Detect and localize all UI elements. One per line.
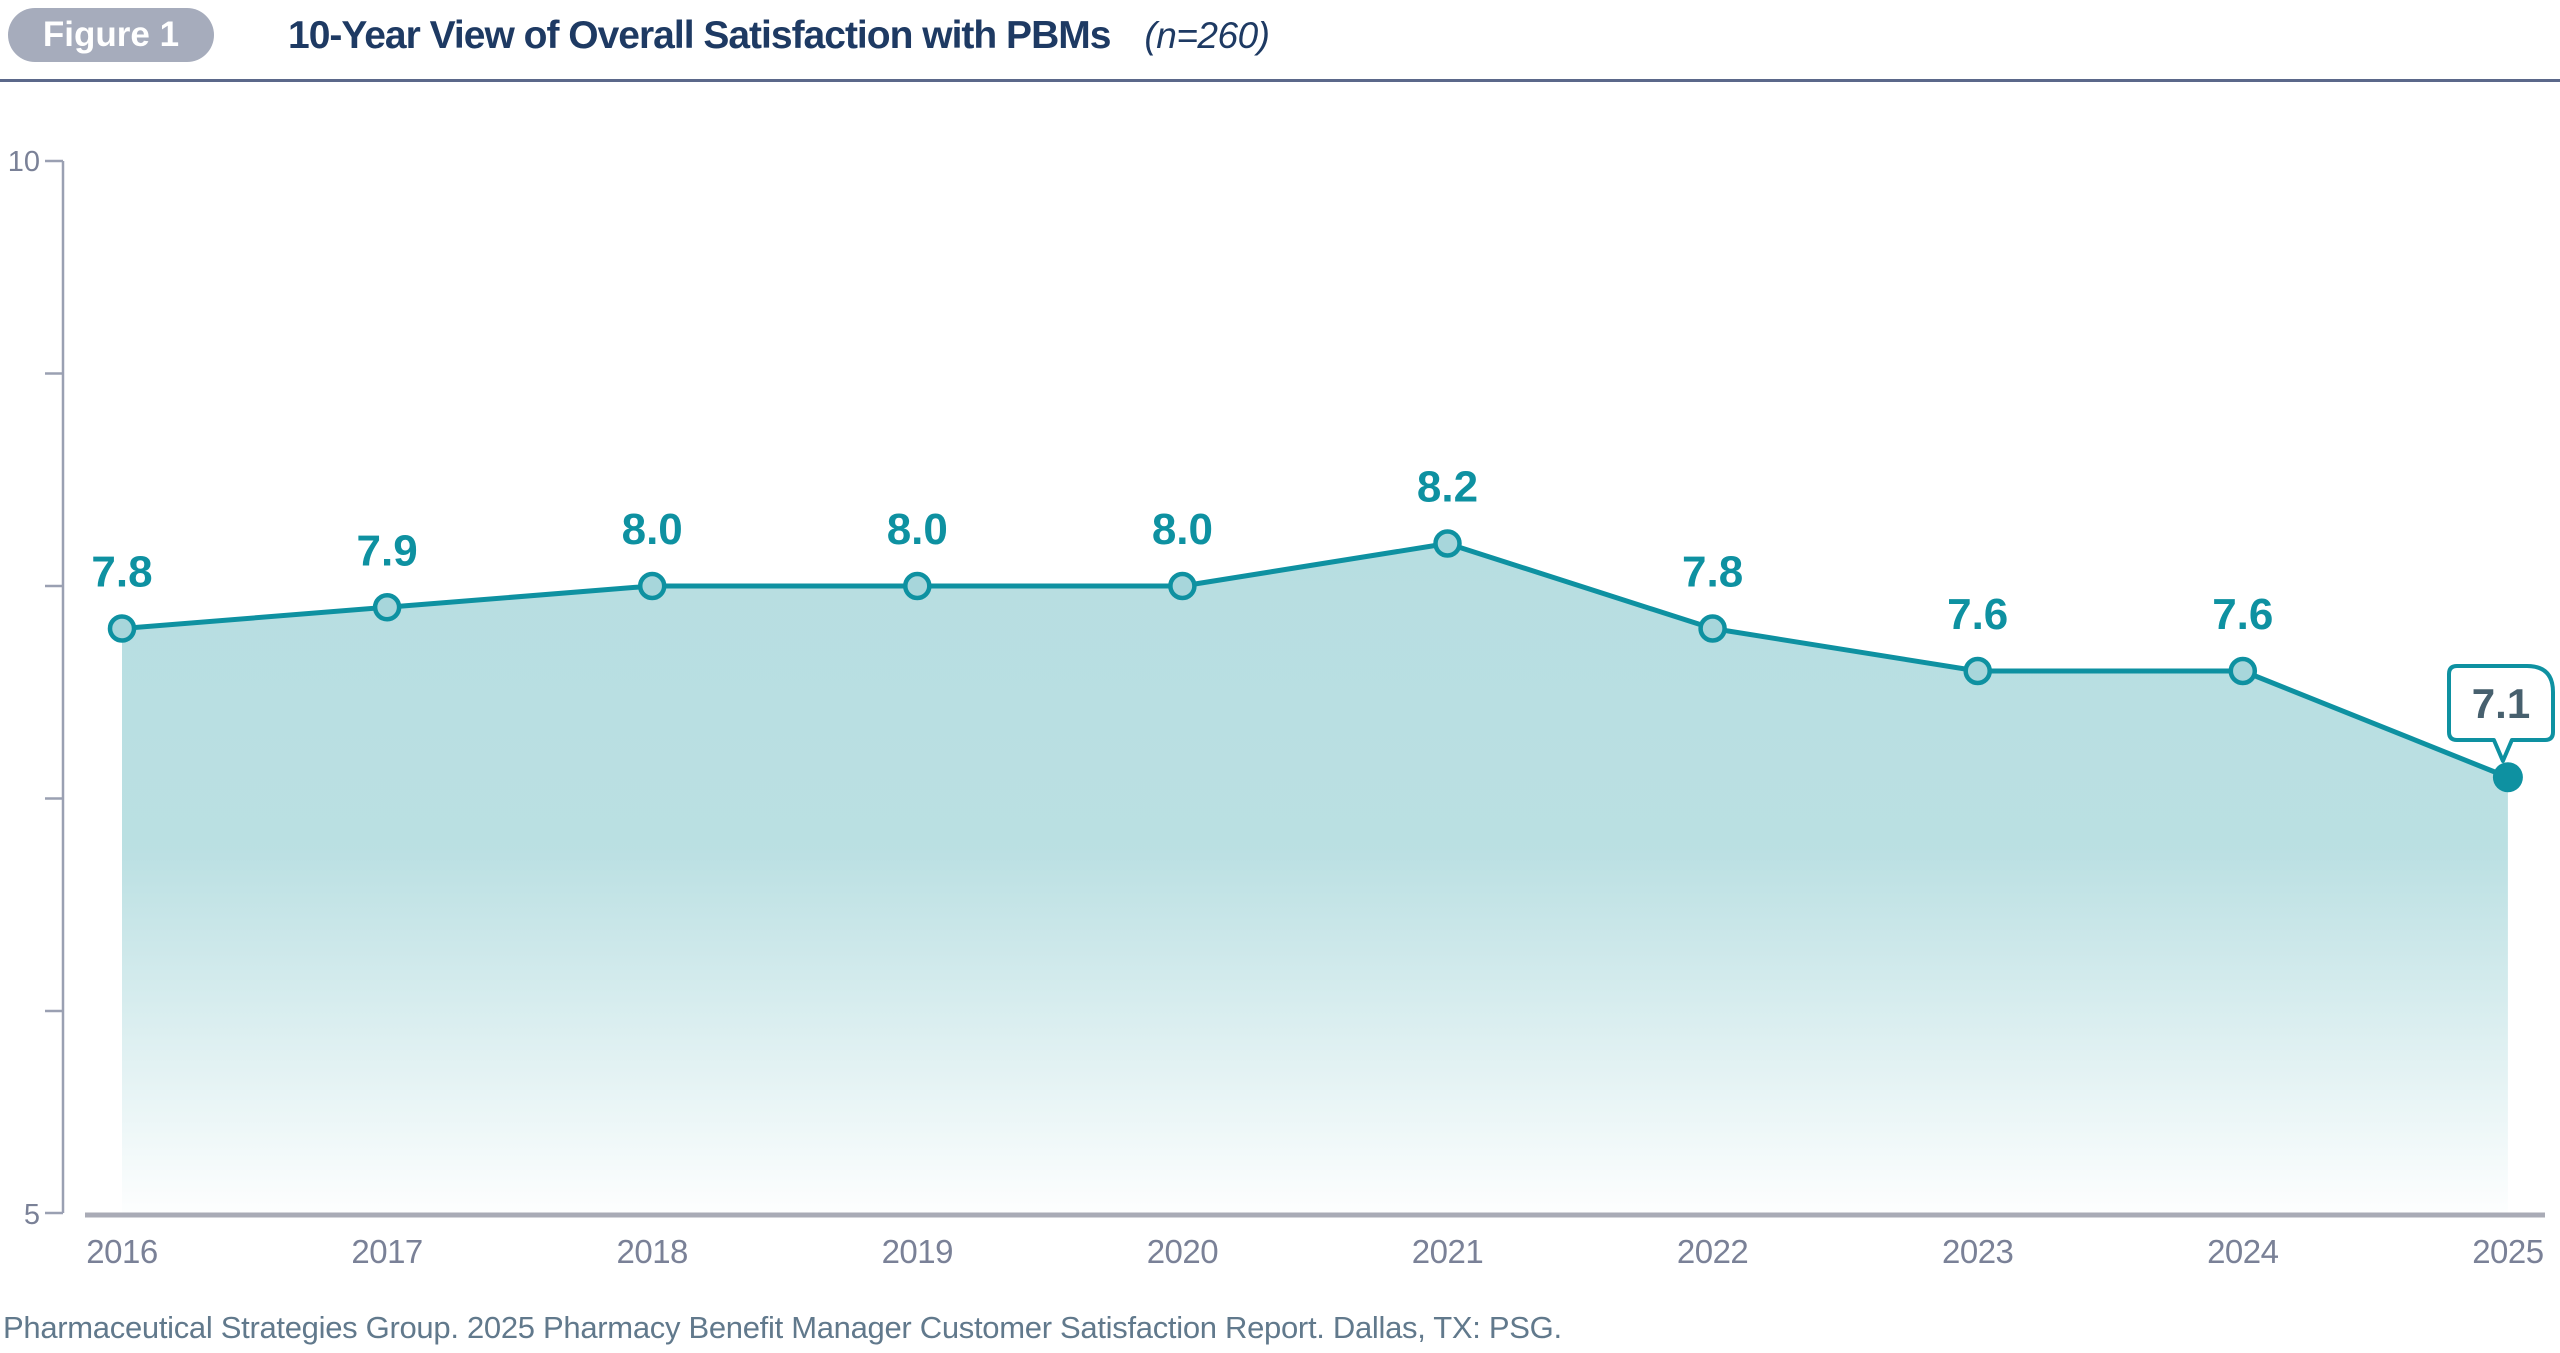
data-point-2020	[1168, 571, 1197, 601]
data-point-2021	[1433, 529, 1462, 558]
value-label-2019: 8.0	[887, 505, 948, 554]
year-label-2020: 2020	[1147, 1233, 1219, 1270]
value-label-2018: 8.0	[622, 505, 683, 554]
value-label-2017: 7.9	[357, 526, 418, 575]
data-point-2022	[1698, 614, 1727, 643]
data-point-2017	[372, 593, 402, 622]
value-label-2020: 8.0	[1152, 505, 1213, 554]
year-label-2022: 2022	[1677, 1233, 1748, 1270]
figure-badge-label: Figure 1	[42, 15, 180, 54]
source-citation: Pharmaceutical Strategies Group. 2025 Ph…	[3, 1310, 1562, 1345]
data-point-2018	[637, 571, 667, 601]
sample-size-note: (n=260)	[1144, 15, 1270, 56]
data-point-2024	[2228, 656, 2258, 686]
year-label-2021: 2021	[1412, 1233, 1483, 1270]
year-label-2018: 2018	[616, 1233, 687, 1270]
value-label-2016: 7.8	[91, 548, 152, 597]
satisfaction-area-fill	[122, 543, 2508, 1213]
callout-bubble-2025	[2447, 664, 2555, 763]
callout-value-2025: 7.1	[2472, 680, 2530, 727]
value-label-2024: 7.6	[2212, 590, 2273, 639]
header-divider	[0, 79, 2560, 82]
year-label-2023: 2023	[1942, 1233, 2013, 1270]
value-label-2022: 7.8	[1682, 548, 1743, 597]
value-label-2021: 8.2	[1417, 463, 1478, 512]
year-label-2016: 2016	[86, 1233, 157, 1270]
data-point-2019	[903, 571, 932, 601]
year-label-2024: 2024	[2207, 1233, 2279, 1270]
figure-badge: Figure 1	[8, 8, 214, 62]
y-axis-label-top: 10	[8, 146, 40, 178]
data-point-2016	[107, 614, 137, 643]
year-label-2019: 2019	[882, 1233, 953, 1270]
year-label-2025: 2025	[2472, 1233, 2543, 1270]
year-label-2017: 2017	[351, 1233, 422, 1270]
figure-title-text: 10-Year View of Overall Satisfaction wit…	[288, 14, 1111, 57]
figure-title: 10-Year View of Overall Satisfaction wit…	[288, 8, 1270, 62]
satisfaction-line	[119, 541, 2511, 780]
value-label-2023: 7.6	[1947, 590, 2008, 639]
data-point-2025	[2492, 762, 2523, 793]
data-point-2023	[1963, 656, 1992, 686]
y-axis-label-bottom: 5	[24, 1199, 40, 1231]
